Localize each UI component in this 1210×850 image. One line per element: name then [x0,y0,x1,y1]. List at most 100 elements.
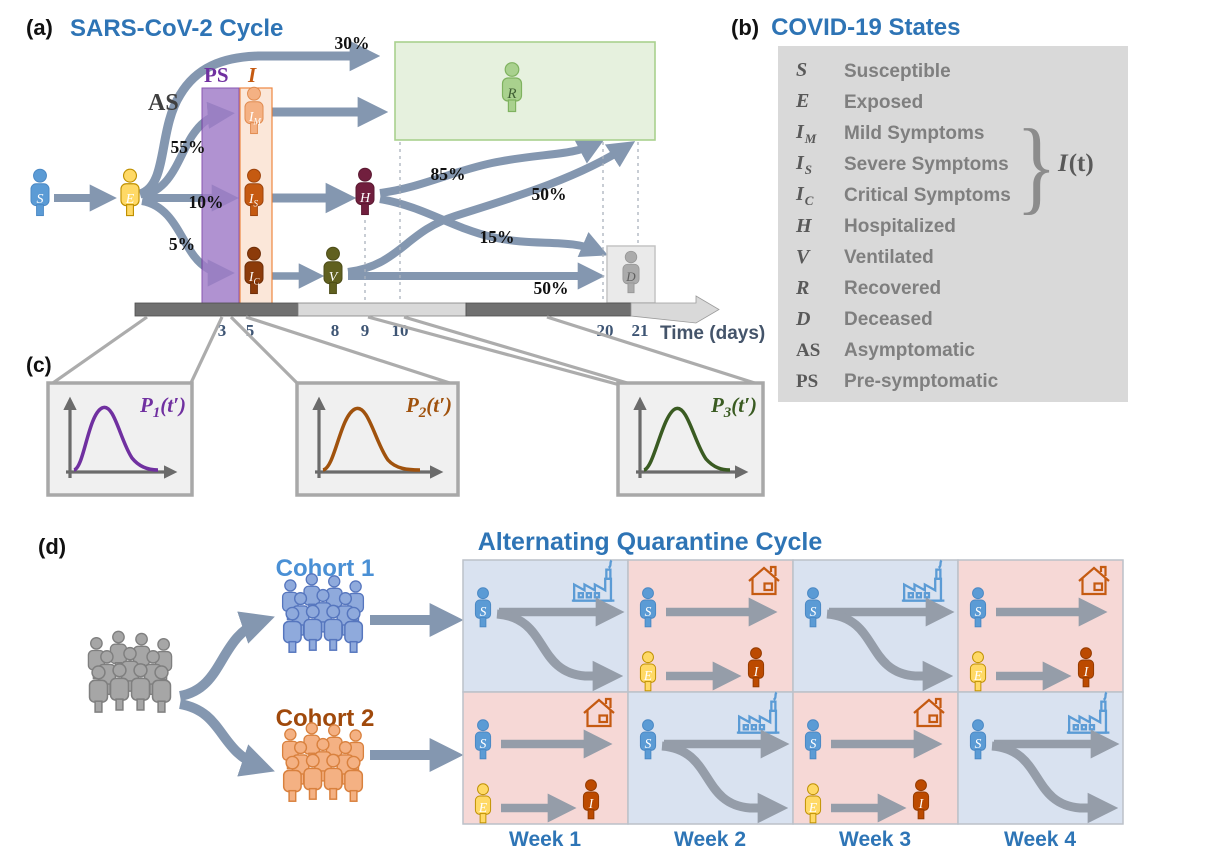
legend-label: Exposed [844,91,924,113]
arrow-v-to-r [347,141,636,276]
legend-label: Ventilated [844,246,934,268]
p1-arg: (t′) [160,393,186,417]
legend-row-recovered: R Recovered [796,273,1128,304]
letter-s: S [975,736,982,751]
letter-s: S [480,736,487,751]
panel-d-diagram: (d) Alternating Quarantine Cycle Cohort … [38,528,1124,850]
panel-a-c-diagram: (a) SARS-CoV-2 Cycle S E IM IS IC H V R … [26,15,765,497]
week4-label: Week 4 [1004,828,1076,850]
state-letter-h: H [359,191,371,206]
p2-arg: (t′) [426,393,452,417]
arrow-work-infect-swoosh [496,609,624,692]
panel-b-tag: (b) [731,15,760,40]
legend-label: Hospitalized [844,215,956,237]
distribution-box-p1: P1(t′) [46,381,194,497]
panel-b-title: COVID-19 States [771,14,961,41]
tick-day-8: 8 [331,321,340,340]
legend-symbol: IS [796,152,844,178]
im-sub: M [253,117,262,127]
tick-day-3: 3 [218,321,227,340]
letter-s: S [645,604,652,619]
legend-row-critical: IC Critical Symptoms [796,180,1128,211]
infectious-group-brace: } [1016,107,1057,225]
sym-text: I [796,182,804,205]
legend-symbol: E [796,90,844,116]
p3-arg: (t′) [731,393,757,417]
sym-sub: M [804,130,817,146]
state-letter-v: V [329,270,339,285]
grid-person-letters: S S E I S S E I S E I S S E I S [478,604,1090,815]
letter-i: I [1083,664,1090,679]
p3-curve [642,406,731,472]
state-letter-e: E [125,192,135,207]
pct-mild: 55% [171,137,206,157]
legend-row-mild: IM Mild Symptoms [796,118,1128,149]
it-rest: (t) [1068,150,1094,177]
letter-i: I [753,664,760,679]
sym-text: V [796,246,810,268]
quarantine-grid [462,559,1124,825]
panel-a-title: SARS-CoV-2 Cycle [70,15,283,42]
sym-text: I [796,151,804,174]
legend-label: Recovered [844,277,942,299]
pct-critical: 5% [169,234,195,254]
distribution-box-p3: P3(t′) [616,381,765,497]
letter-e: E [478,800,488,815]
sym-text: E [796,89,810,112]
legend-row-deceased: D Deceased [796,304,1128,335]
ic-sub: C [254,277,261,287]
p1-curve [72,405,159,472]
letter-s: S [810,604,817,619]
im-base: I [248,109,255,124]
state-letter-d: D [625,269,636,284]
asymptomatic-label: AS [148,90,179,116]
state-letter-ic: IC [248,269,261,287]
cohort1-label: Cohort 1 [276,555,375,582]
legend-label: Deceased [844,308,933,330]
legend-row-susceptible: S Susceptible [796,56,1128,87]
infectious-group-label: I(t) [1058,150,1094,178]
letter-s: S [645,736,652,751]
legend-row-exposed: E Exposed [796,87,1128,118]
cohort2-crowd [283,723,364,801]
letter-i: I [588,796,595,811]
recovered-box [394,41,656,141]
week1-label: Week 1 [509,828,581,850]
p2-sub: 2 [418,405,427,421]
tick-day-21: 21 [632,321,649,340]
distribution-box-p2: P2(t′) [295,381,460,497]
sym-text: H [796,215,812,237]
ic-base: I [248,269,255,284]
pct-vent-death: 50% [534,278,569,298]
zoom-fan-lines [49,315,762,387]
p2-label: P2(t′) [405,393,452,421]
letter-e: E [973,668,983,683]
arrow-work-infect-swoosh [826,609,954,692]
cohort1-crowd [283,574,364,652]
arrow-h-to-r [379,138,605,197]
legend-label: Pre-symptomatic [844,370,999,392]
pct-vent-recover: 50% [532,184,567,204]
p3-base: P [710,393,724,417]
is-base: I [248,191,255,206]
population-crowd [88,631,171,712]
sym-sub: S [804,161,813,177]
legend-symbol: S [796,59,844,85]
time-axis-label: Time (days) [660,323,765,344]
week2-label: Week 2 [674,828,746,850]
aq-cycle-title: Alternating Quarantine Cycle [478,528,823,556]
legend-row-hospitalized: H Hospitalized [796,211,1128,242]
p1-base: P [139,393,153,417]
arrow-split-to-cohort1 [178,611,275,701]
state-letter-im: IM [248,109,262,127]
legend-row-asymptomatic: AS Asymptomatic [796,335,1128,366]
timeline-bar [134,295,720,324]
letter-s: S [480,604,487,619]
letter-e: E [643,668,653,683]
states-legend: S Susceptible E Exposed IM Mild Symptoms IS… [778,46,1128,402]
legend-label: Severe Symptoms [844,153,1009,175]
sym-text: D [796,308,811,330]
it-base: I [1058,150,1068,177]
p1-sub: 1 [153,405,161,421]
